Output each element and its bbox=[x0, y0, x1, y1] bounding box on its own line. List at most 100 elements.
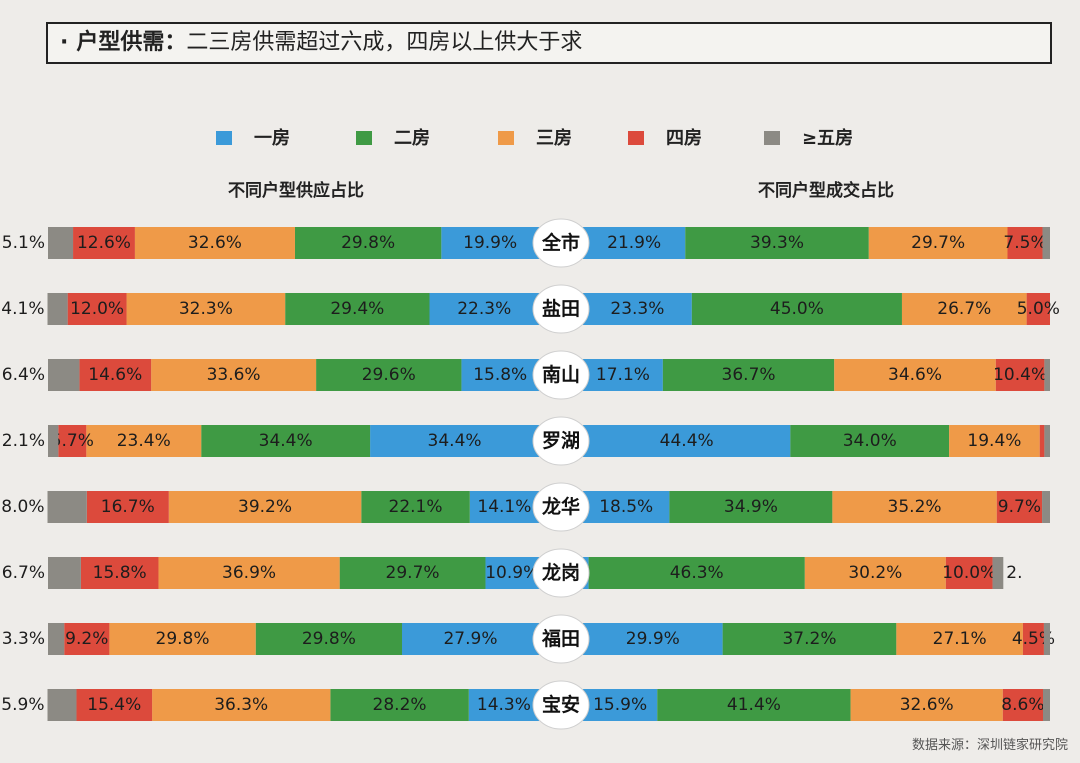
deal-data-label: 9.7% bbox=[998, 497, 1041, 517]
legend-label: 三房 bbox=[536, 128, 572, 149]
supply-bar-segment bbox=[429, 293, 539, 325]
supply-data-label: 8.0% bbox=[1, 497, 44, 517]
supply-bar-segment bbox=[86, 491, 169, 523]
supply-bar-segment bbox=[468, 689, 539, 721]
deal-bar-segment bbox=[949, 425, 1040, 457]
city-badge bbox=[532, 284, 590, 334]
legend-swatch bbox=[216, 131, 232, 145]
supply-bar-segment bbox=[330, 689, 469, 721]
deal-bar-segment bbox=[583, 359, 663, 391]
supply-data-label: 15.4% bbox=[87, 695, 141, 715]
supply-data-label: 9.2% bbox=[65, 629, 108, 649]
deal-data-label: 29.7% bbox=[911, 233, 965, 253]
supply-bar-segment bbox=[134, 227, 295, 259]
supply-bar-segment bbox=[48, 359, 80, 391]
deal-bar-segment bbox=[1002, 689, 1043, 721]
supply-subtitle: 不同户型供应占比 bbox=[228, 181, 364, 201]
city-label: 南山 bbox=[542, 364, 580, 386]
supply-data-label: 29.6% bbox=[362, 365, 416, 385]
supply-data-label: 33.6% bbox=[207, 365, 261, 385]
supply-data-label: 29.7% bbox=[386, 563, 440, 583]
deal-bar-segment bbox=[992, 557, 1004, 589]
city-badge bbox=[532, 416, 590, 466]
supply-data-label: 34.4% bbox=[259, 431, 313, 451]
supply-bar-segment bbox=[109, 623, 256, 655]
city-label: 罗湖 bbox=[542, 430, 580, 452]
legend-swatch bbox=[356, 131, 372, 145]
deal-data-label: 8.6% bbox=[1001, 695, 1044, 715]
supply-bar-segment bbox=[469, 491, 539, 523]
title-box: · 户型供需：二三房供需超过六成，四房以上供大于求 bbox=[46, 22, 1052, 64]
deal-data-label: 34.6% bbox=[888, 365, 942, 385]
deal-data-label: 10.0% bbox=[942, 563, 996, 583]
supply-bar-segment bbox=[255, 623, 403, 655]
deal-bar-segment bbox=[901, 293, 1027, 325]
deal-data-label: 34.9% bbox=[724, 497, 778, 517]
deal-data-label: 41.4% bbox=[727, 695, 781, 715]
supply-bar-segment bbox=[67, 293, 127, 325]
deal-bar-segment bbox=[1042, 491, 1050, 523]
supply-data-label: 3.3% bbox=[2, 629, 45, 649]
supply-data-label: 32.3% bbox=[179, 299, 233, 319]
deal-bar-segment bbox=[1007, 227, 1043, 259]
legend-item-4room: 四房 bbox=[628, 124, 702, 150]
city-label: 全市 bbox=[541, 231, 580, 254]
supply-bar-segment bbox=[48, 227, 74, 259]
supply-data-label: 29.8% bbox=[302, 629, 356, 649]
supply-bar-segment bbox=[201, 425, 371, 457]
legend-label: 一房 bbox=[254, 128, 290, 149]
deal-bar-segment bbox=[868, 227, 1008, 259]
deal-data-label: 5.0% bbox=[1017, 299, 1060, 319]
data-source: 数据来源：深圳链家研究院 bbox=[911, 738, 1068, 753]
supply-bar-segment bbox=[151, 359, 317, 391]
deal-bar-segment bbox=[691, 293, 902, 325]
legend-label: 四房 bbox=[666, 128, 702, 149]
city-label: 福田 bbox=[541, 627, 580, 650]
deal-bar-segment bbox=[1042, 689, 1050, 721]
supply-bar-segment bbox=[294, 227, 442, 259]
deal-data-label: 7.5% bbox=[1003, 233, 1046, 253]
deal-data-label: 39.3% bbox=[750, 233, 804, 253]
deal-data-label: 35.2% bbox=[888, 497, 942, 517]
deal-data-label: 15.9% bbox=[593, 695, 647, 715]
deal-bar-segment bbox=[1043, 623, 1050, 655]
supply-data-label: 12.0% bbox=[70, 299, 124, 319]
supply-data-label: 15.8% bbox=[473, 365, 527, 385]
city-label: 盐田 bbox=[542, 297, 580, 320]
supply-bar-segment bbox=[168, 491, 362, 523]
deal-bar-segment bbox=[896, 623, 1023, 655]
deal-bar-segment bbox=[1026, 293, 1050, 325]
deal-bar-segment bbox=[850, 689, 1003, 721]
deal-data-label: 30.2% bbox=[848, 563, 902, 583]
supply-data-label: 14.1% bbox=[477, 497, 531, 517]
supply-bar-segment bbox=[47, 293, 68, 325]
supply-bar-segment bbox=[76, 689, 153, 721]
legend-item-3room: 三房 bbox=[498, 124, 572, 150]
supply-data-label: 36.3% bbox=[214, 695, 268, 715]
supply-data-label: 29.4% bbox=[330, 299, 384, 319]
city-badge bbox=[532, 350, 590, 400]
supply-bar-segment bbox=[64, 623, 110, 655]
deal-bar-segment bbox=[1042, 227, 1050, 259]
supply-bar-segment bbox=[48, 557, 81, 589]
city-badge bbox=[532, 548, 590, 598]
deal-data-label: 19.4% bbox=[967, 431, 1021, 451]
supply-bar-segment bbox=[461, 359, 539, 391]
supply-data-label: 29.8% bbox=[156, 629, 210, 649]
title-bullet: · bbox=[60, 30, 69, 55]
supply-bar-segment bbox=[152, 689, 331, 721]
deal-bar-segment bbox=[722, 623, 897, 655]
supply-data-label: 22.3% bbox=[457, 299, 511, 319]
deal-data-label: 46.3% bbox=[670, 563, 724, 583]
supply-bar-segment bbox=[73, 227, 135, 259]
supply-bar-segment bbox=[48, 623, 65, 655]
city-badge bbox=[532, 614, 590, 664]
deal-bar-segment bbox=[996, 491, 1043, 523]
supply-data-label: 36.9% bbox=[222, 563, 276, 583]
supply-data-label: 10.9% bbox=[485, 563, 539, 583]
supply-data-label: 6.4% bbox=[2, 365, 45, 385]
supply-data-label: 15.8% bbox=[93, 563, 147, 583]
deal-bar-segment bbox=[583, 227, 686, 259]
title-text: 二三房供需超过六成，四房以上供大于求 bbox=[186, 30, 583, 55]
deal-bar-segment bbox=[583, 689, 658, 721]
